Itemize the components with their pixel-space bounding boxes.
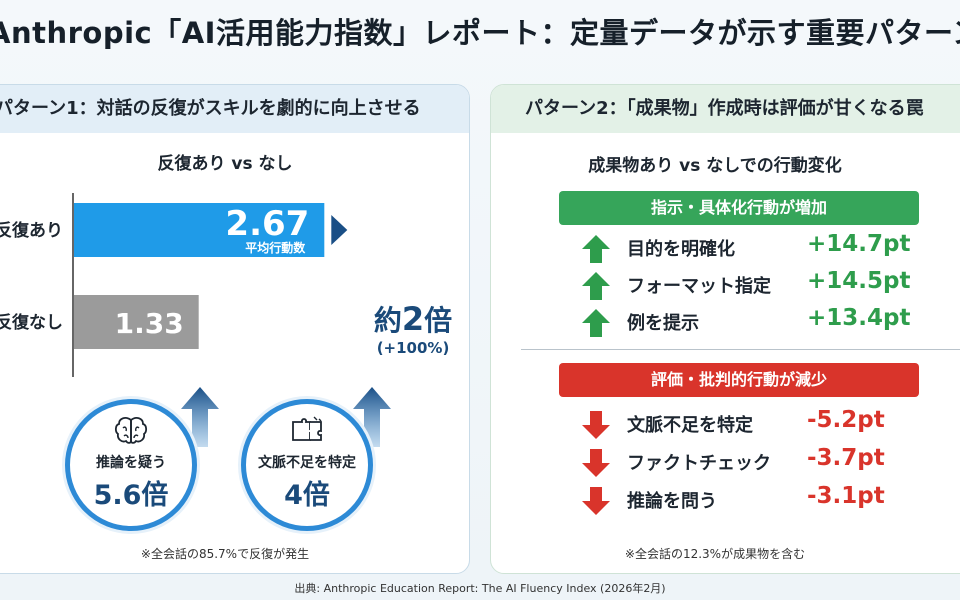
multiplier-suffix: 倍	[424, 304, 453, 337]
pattern2-panel: パターン2：「成果物」作成時は評価が甘くなる罠 成果物あり vs なしでの行動変…	[490, 84, 960, 574]
pattern2-subtitle: 成果物あり vs なしでの行動変化	[588, 156, 842, 176]
pattern2-header: パターン2：「成果物」作成時は評価が甘くなる罠	[491, 85, 960, 133]
list-item: 例を提示 +13.4pt	[581, 305, 931, 341]
item-label: 例を提示	[627, 313, 699, 334]
item-label: フォーマット指定	[627, 276, 771, 297]
item-value: +14.5pt	[807, 268, 911, 294]
bar-value-sublabel: 平均行動数	[245, 240, 306, 255]
item-value: +13.4pt	[807, 305, 911, 331]
list-item: フォーマット指定 +14.5pt	[581, 268, 931, 304]
item-value: +14.7pt	[807, 231, 911, 257]
item-value: -5.2pt	[807, 407, 885, 433]
arrow-down-icon	[582, 449, 610, 477]
page-title: Anthropic「AI活用能力指数」レポート：定量データが示す重要パターン	[0, 16, 960, 50]
circle-value: 4倍	[284, 480, 330, 511]
arrow-up-icon	[582, 309, 610, 337]
reasoning-stat-circle: 推論を疑う 5.6倍	[65, 399, 197, 531]
multiplier-prefix: 約	[373, 304, 402, 337]
pattern1-footnote: ※全会話の85.7%で反復が発生	[140, 547, 310, 561]
item-value: -3.7pt	[807, 445, 885, 471]
bar-without-iteration	[74, 295, 199, 349]
up-arrow-icon	[353, 387, 391, 447]
circle-label: 推論を疑う	[96, 455, 166, 471]
bar-value-label: 1.33	[115, 307, 184, 340]
arrow-up-icon	[582, 235, 610, 263]
increase-section-header: 指示・具体化行動が増加	[559, 191, 919, 225]
decrease-section-header: 評価・批判的行動が減少	[559, 363, 919, 397]
up-arrow-icon	[181, 387, 219, 447]
pattern2-footnote: ※全会話の12.3%が成果物を含む	[624, 547, 806, 561]
list-item: 文脈不足を特定 -5.2pt	[581, 407, 931, 443]
pointer-arrow-icon	[331, 215, 348, 245]
context-stat-circle: 文脈不足を特定 4倍	[241, 399, 373, 531]
bar-value-label: 2.67	[225, 204, 309, 244]
puzzle-icon	[292, 416, 322, 441]
item-label: 文脈不足を特定	[627, 415, 753, 436]
pattern1-header: パターン1：対話の反復がスキルを劇的に向上させる	[0, 85, 469, 133]
section-divider	[521, 349, 960, 350]
source-citation: 出典: Anthropic Education Report: The AI F…	[294, 582, 666, 595]
brain-icon	[114, 417, 148, 444]
circle-label: 文脈不足を特定	[258, 455, 356, 471]
item-value: -3.1pt	[807, 483, 885, 509]
category-label: 反復あり	[0, 220, 63, 241]
circle-value: 5.6倍	[93, 480, 169, 511]
multiplier-note: (+100%)	[376, 339, 450, 357]
category-label: 反復なし	[0, 312, 63, 333]
list-item: 目的を明確化 +14.7pt	[581, 231, 931, 267]
arrow-down-icon	[582, 411, 610, 439]
item-label: ファクトチェック	[627, 453, 771, 474]
list-item: ファクトチェック -3.7pt	[581, 445, 931, 481]
bar-with-iteration	[74, 203, 325, 257]
arrow-down-icon	[582, 487, 610, 515]
item-label: 目的を明確化	[627, 239, 735, 260]
multiplier-value: 2	[401, 300, 425, 338]
item-label: 推論を問う	[627, 491, 717, 512]
pattern1-panel: パターン1：対話の反復がスキルを劇的に向上させる 反復あり vs なし 反復あり…	[0, 84, 470, 574]
multiplier-callout: 約2倍 (+100%)	[363, 299, 463, 357]
pattern1-subtitle: 反復あり vs なし	[157, 154, 293, 174]
arrow-up-icon	[582, 272, 610, 300]
list-item: 推論を問う -3.1pt	[581, 483, 931, 519]
